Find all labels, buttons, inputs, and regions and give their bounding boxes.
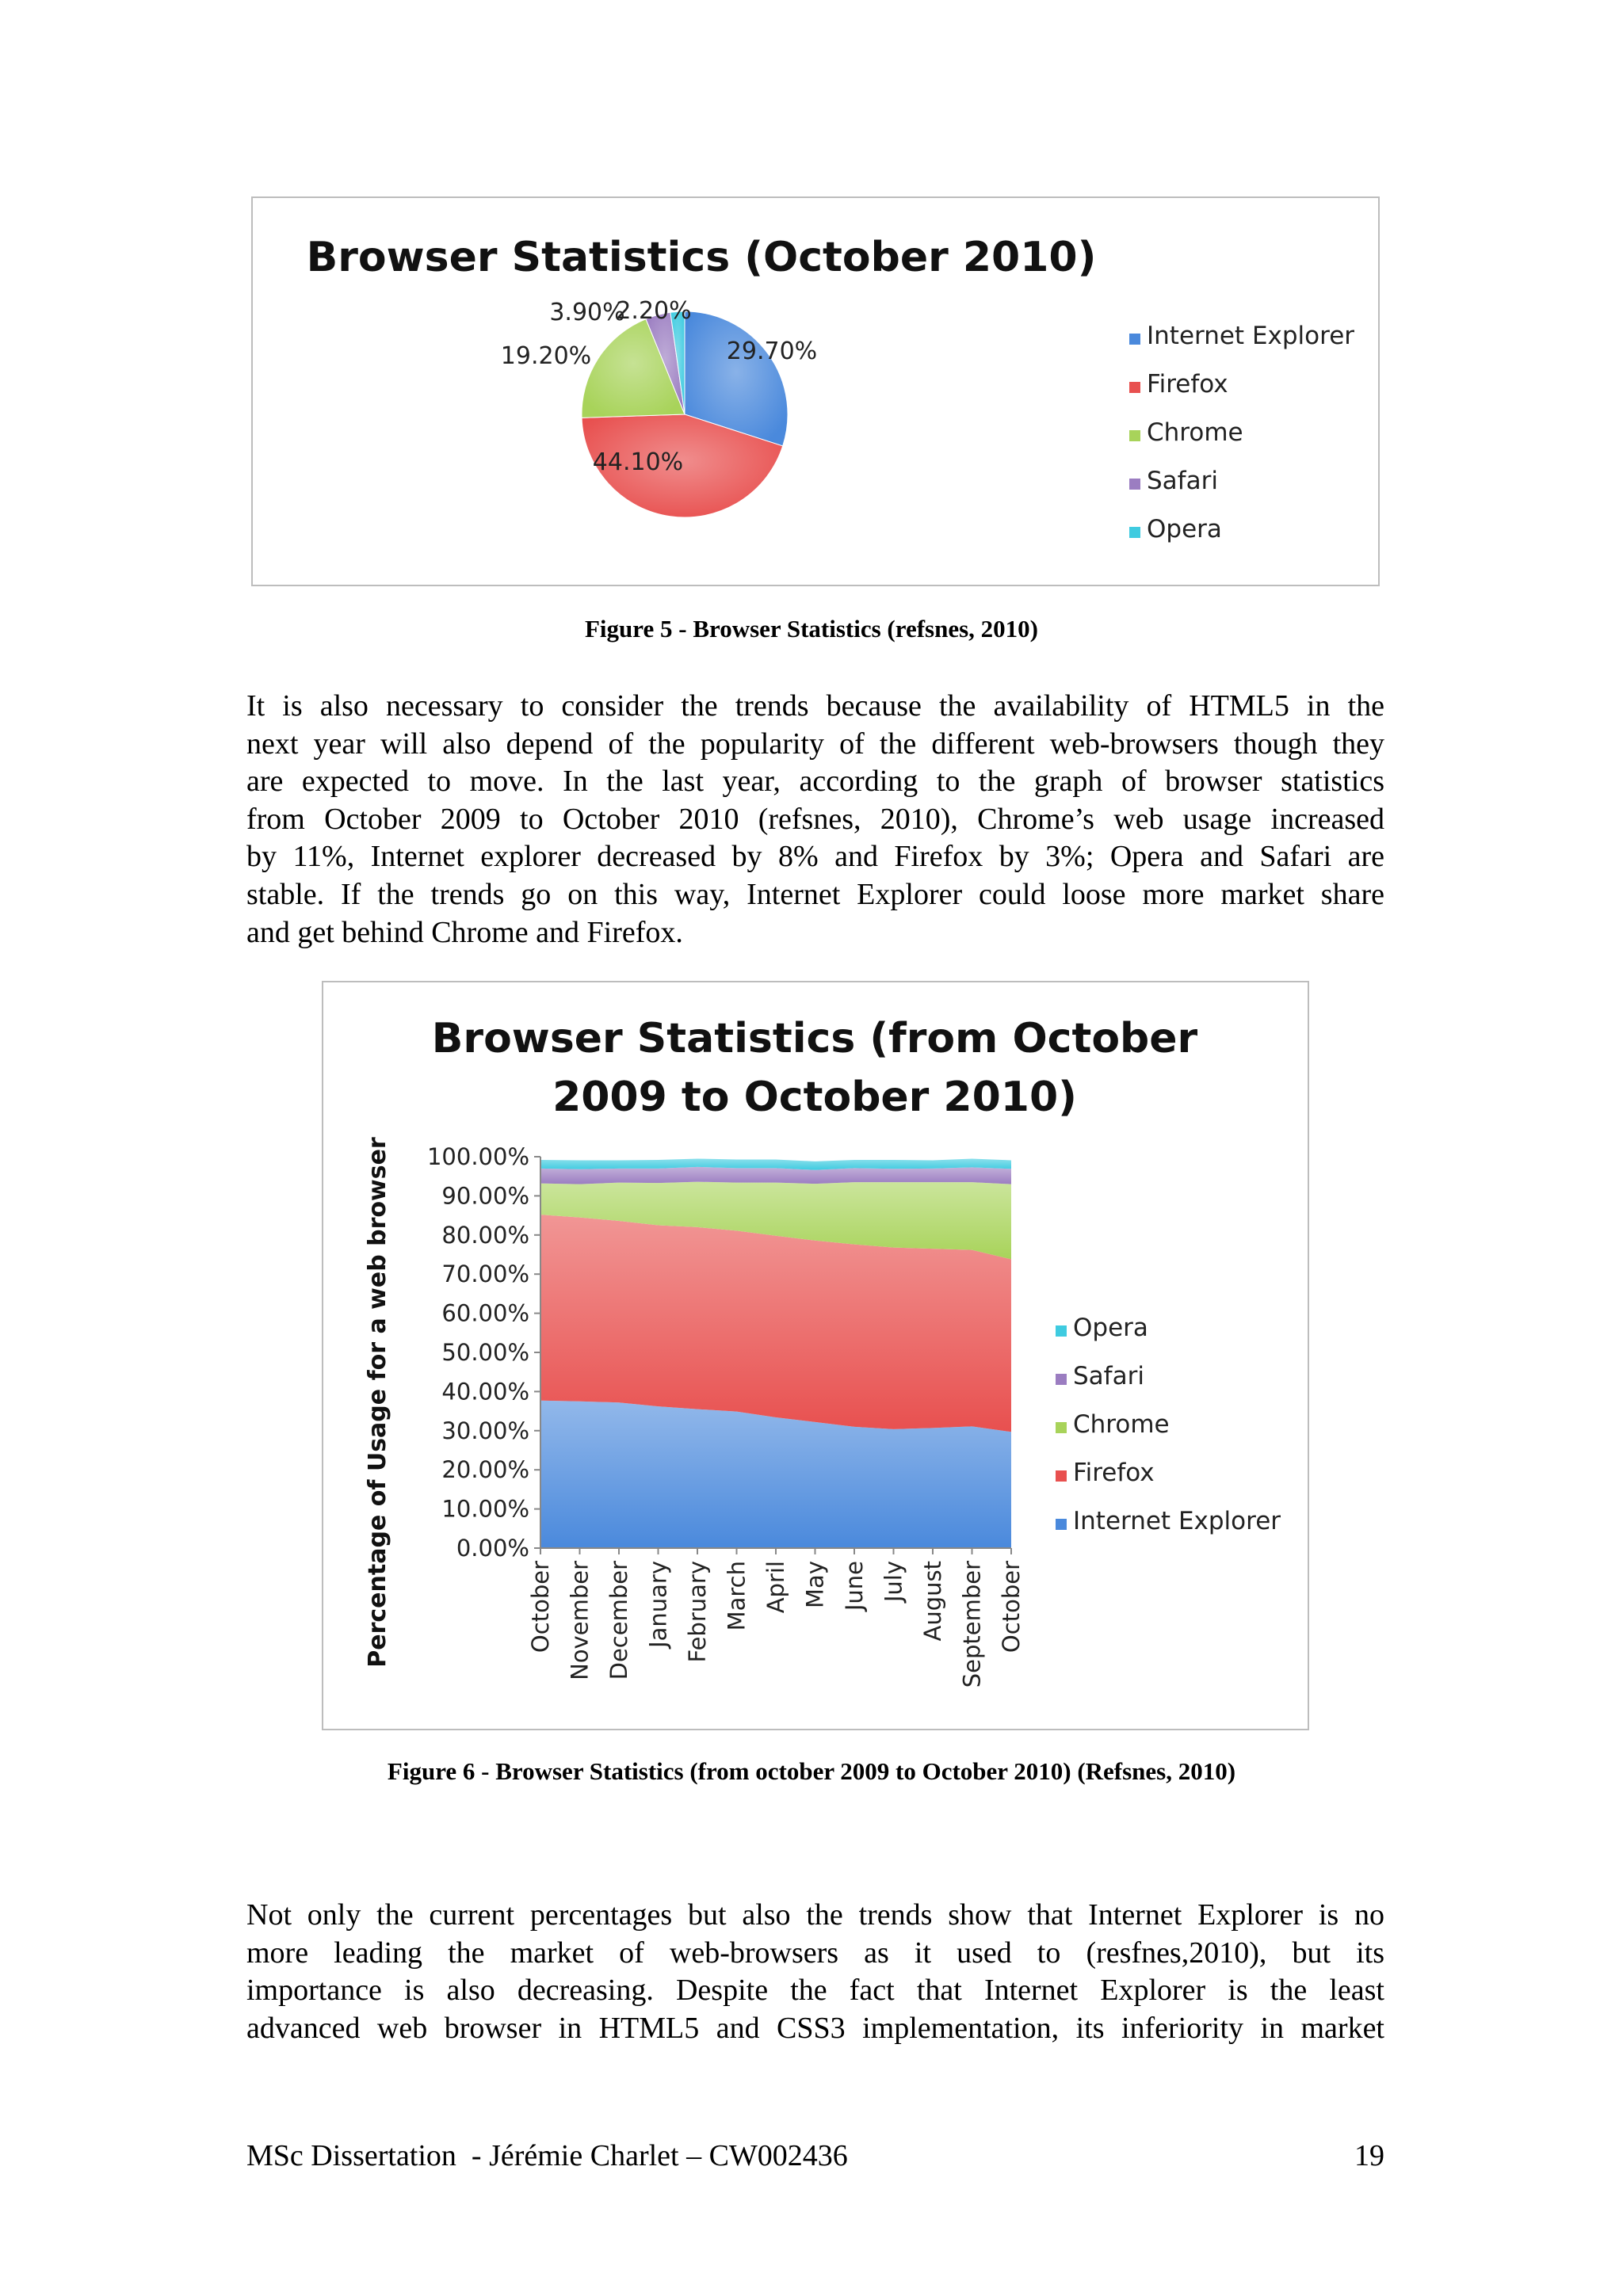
area-series [540,1158,1011,1548]
area-series-chrome [540,1181,1011,1260]
x-tick-label: August [919,1561,946,1642]
legend-entry: Safari [1073,1362,1144,1390]
pie-value-label: 3.90% [549,299,624,326]
x-tick-label: May [802,1561,829,1608]
page-number: 19 [1354,2139,1384,2172]
paragraph-line: stable. If the trends go on this way, In… [246,877,1384,911]
x-tick-label: October [998,1561,1025,1653]
y-tick-label: 40.00% [441,1378,529,1405]
legend-entry: Chrome [1073,1410,1170,1439]
area-chart-title-line-1: Browser Statistics (from October [432,1015,1198,1062]
pie-value-label: 29.70% [727,338,817,365]
area-chart-title-line-2: 2009 to October 2010) [552,1074,1077,1121]
paragraph-line: are expected to move. In the last year, … [246,765,1384,799]
paragraph-line: more leading the market of web-browsers … [246,1936,1384,1970]
legend-swatch [1056,1519,1067,1530]
x-tick-label: March [724,1561,750,1630]
y-tick-label: 80.00% [441,1222,529,1249]
legend-swatch [1056,1470,1067,1482]
pie-value-labels: 29.70% 44.10% 19.20% 3.90%2.20% [501,297,817,476]
legend-entry: Opera [1147,515,1222,543]
y-tick-label: 20.00% [441,1456,529,1483]
x-tick-label: April [762,1561,789,1613]
y-tick-label: 60.00% [441,1300,529,1327]
pie-chart-title: Browser Statistics (October 2010) [307,234,1097,281]
x-tick-label: February [684,1561,711,1663]
x-tick-label: September [959,1561,986,1688]
area-series-opera [540,1158,1011,1170]
area-series-firefox [540,1215,1011,1432]
area-series-internet-explorer [540,1400,1011,1548]
pie-slice-internet-explorer [684,311,789,447]
pie-value-label: 44.10% [593,448,683,476]
area-y-tick-labels: 0.00% 10.00% 20.00% 30.00% 40.00% 50.00% 60.00… [427,1143,540,1562]
y-tick-label: 10.00% [441,1496,529,1523]
pie-slice-chrome [581,318,685,418]
footer-author-info: MSc Dissertation - Jérémie Charlet – CW0… [246,2139,848,2172]
x-tick-label: July [880,1561,907,1604]
legend-swatch [1129,430,1140,441]
pie-slices [581,311,789,518]
legend-swatch [1056,1422,1067,1433]
paragraph-line: from October 2009 to October 2010 (refsn… [246,802,1384,836]
area-x-tick-labels: October November December January February Ma… [527,1548,1025,1688]
paragraph-line: importance is also decreasing. Despite t… [246,1974,1384,2008]
area-series-safari [540,1166,1011,1184]
pie-value-label: 2.20% [616,297,691,325]
paragraph-line: advanced web browser in HTML5 and CSS3 i… [246,2011,1384,2045]
legend-entry: Firefox [1073,1459,1155,1487]
paragraph-line: and get behind Chrome and Firefox. [246,915,683,949]
legend-swatch [1056,1374,1067,1385]
area-legend: Opera Safari Chrome Firefox Internet Explore… [1056,1314,1281,1535]
legend-entry: Internet Explorer [1147,322,1354,350]
x-tick-label: December [605,1561,632,1680]
pie-legend: Internet Explorer Firefox Chrome Safari Oper… [1129,322,1354,543]
x-tick-label: June [841,1561,868,1612]
paragraph-line: by 11%, Internet explorer decreased by 8… [246,840,1384,874]
legend-entry: Firefox [1147,370,1228,399]
y-tick-label: 100.00% [427,1143,529,1170]
area-chart-svg: Browser Statistics (from October 2009 to… [364,1015,1281,1688]
y-tick-label: 0.00% [456,1535,529,1562]
x-tick-label: November [567,1561,594,1680]
paragraph-line: Not only the current percentages but als… [246,1898,1384,1932]
x-tick-label: October [527,1561,554,1653]
pie-value-label: 19.20% [501,342,591,370]
pie-slice-firefox [581,414,784,518]
y-tick-label: 50.00% [441,1339,529,1366]
figure-5-caption: Figure 5 - Browser Statistics (refsnes, … [585,615,1038,643]
paragraph-trends: It is also necessary to consider the tre… [246,688,1384,952]
figure-6-caption: Figure 6 - Browser Statistics (from octo… [387,1757,1236,1785]
legend-swatch [1056,1325,1067,1337]
legend-entry: Safari [1147,467,1218,495]
y-tick-label: 70.00% [441,1261,529,1287]
legend-entry: Internet Explorer [1073,1507,1281,1535]
y-tick-label: 30.00% [441,1417,529,1444]
x-tick-label: January [645,1561,672,1650]
figure-5-pie-chart: Browser Statistics (October 2010) 29.70%… [251,196,1380,586]
legend-swatch [1129,382,1140,393]
y-tick-label: 90.00% [441,1182,529,1209]
legend-entry: Opera [1073,1314,1148,1342]
paragraph-conclusion: Not only the current percentages but als… [246,1897,1384,2047]
figure-6-area-chart: Browser Statistics (from October 2009 to… [322,981,1309,1730]
area-chart-y-axis-label: Percentage of Usage for a web browser [364,1137,391,1668]
paragraph-line: It is also necessary to consider the tre… [246,689,1384,723]
legend-entry: Chrome [1147,418,1243,447]
pie-slice-opera [670,311,685,415]
legend-swatch [1129,527,1140,538]
legend-swatch [1129,479,1140,490]
legend-swatch [1129,334,1140,345]
paragraph-line: next year will also depend of the popula… [246,727,1384,761]
pie-chart-svg: Browser Statistics (October 2010) 29.70%… [307,234,1355,543]
